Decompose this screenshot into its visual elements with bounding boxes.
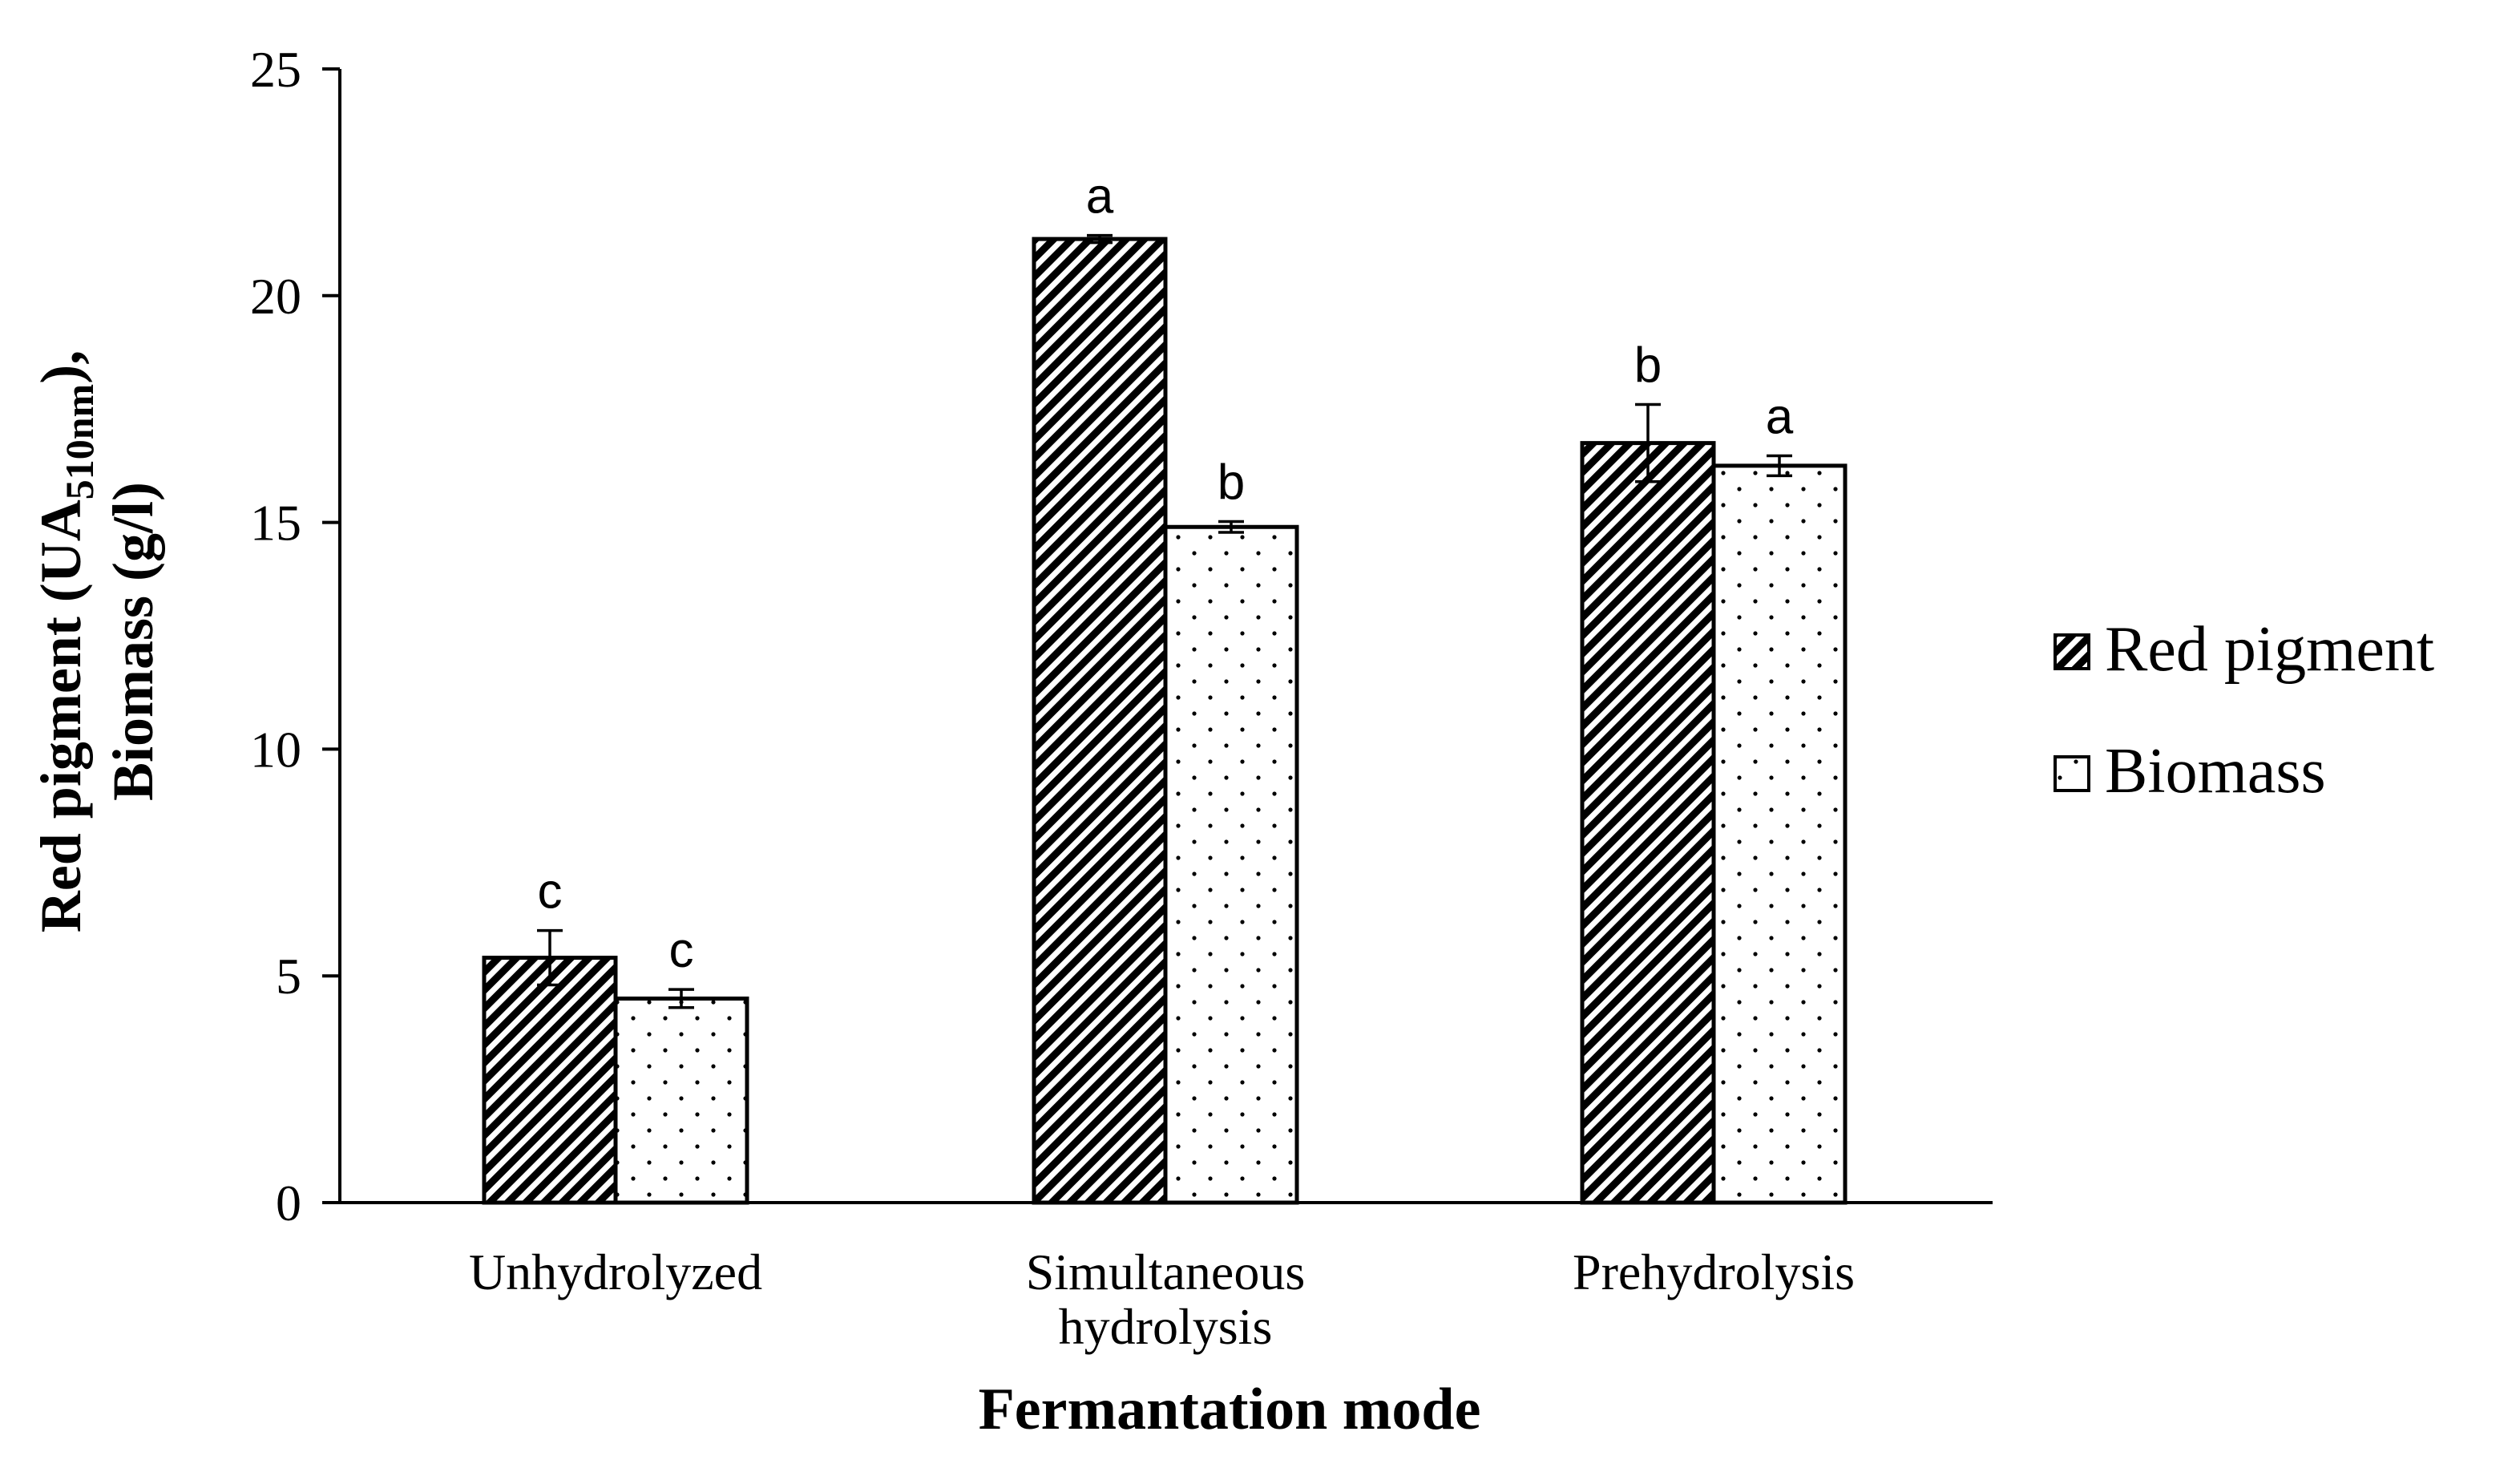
bar-biomass bbox=[1163, 524, 1299, 1205]
y-tick-label: 15 bbox=[250, 495, 301, 552]
legend-swatch-biomass bbox=[2054, 755, 2090, 792]
x-tick-label: Unhydrolyzed bbox=[469, 1244, 762, 1300]
x-tick-label: hydrolysis bbox=[1059, 1298, 1273, 1355]
legend-label: Red pigment bbox=[2105, 614, 2434, 685]
bar-red-pigment bbox=[1032, 237, 1168, 1205]
y-axis-title: Red pigment (UA510nm),Biomass (g/l) bbox=[29, 350, 165, 932]
y-axis-title-line2: Biomass (g/l) bbox=[101, 482, 165, 801]
y-tick-label: 0 bbox=[276, 1175, 301, 1231]
significance-letter: a bbox=[1766, 389, 1794, 444]
x-axis-title: Fermantation mode bbox=[979, 1377, 1481, 1442]
significance-letter: b bbox=[1634, 338, 1662, 394]
bar-red-pigment bbox=[1580, 441, 1716, 1205]
legend-label: Biomass bbox=[2105, 736, 2326, 807]
legend: Red pigment Biomass bbox=[2054, 614, 2434, 807]
x-tick-label: Prehydrolysis bbox=[1573, 1244, 1855, 1300]
significance-letter: b bbox=[1218, 455, 1245, 510]
legend-swatch-red-pigment bbox=[2054, 633, 2090, 670]
x-tick-label: Simultaneous bbox=[1026, 1244, 1305, 1300]
bar-biomass bbox=[613, 996, 749, 1205]
bar-biomass bbox=[1711, 463, 1848, 1205]
significance-letter: c bbox=[538, 864, 563, 920]
significance-letter: c bbox=[669, 923, 694, 978]
y-axis-title-line1: Red pigment (UA510nm), bbox=[29, 350, 102, 932]
significance-letter: a bbox=[1086, 169, 1114, 224]
bar-red-pigment bbox=[482, 956, 618, 1205]
y-tick-label: 5 bbox=[276, 948, 301, 1005]
y-tick-label: 20 bbox=[250, 268, 301, 325]
y-tick-label: 25 bbox=[250, 41, 301, 98]
bars: c c a b b a bbox=[482, 169, 1848, 1205]
y-tick-label: 10 bbox=[250, 721, 301, 778]
